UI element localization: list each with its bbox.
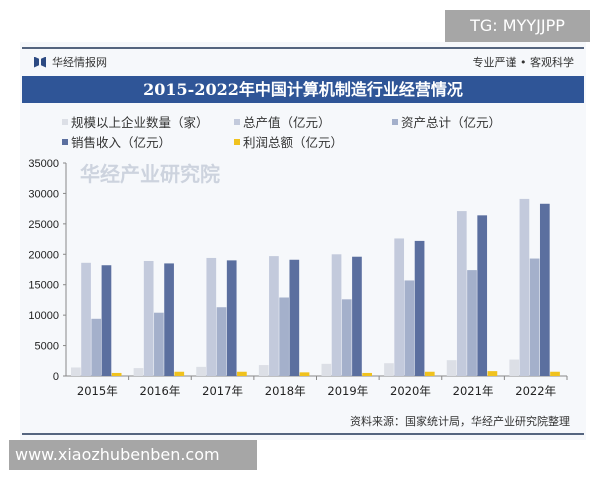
legend-item: 资产总计（亿元） [392, 112, 501, 131]
x-tick-label: 2016年 [140, 384, 181, 398]
bar [133, 368, 144, 376]
bar [394, 238, 405, 376]
bar [206, 257, 217, 376]
bar [384, 363, 394, 376]
legend-swatch [234, 138, 240, 145]
bar [101, 265, 112, 376]
bar [111, 372, 122, 376]
y-tick-label: 10000 [28, 310, 59, 322]
bar [279, 297, 289, 376]
bar [174, 371, 185, 376]
url-overlay: www.xiaozhubenben.com [9, 440, 257, 470]
bar [456, 211, 467, 376]
bar [71, 367, 81, 376]
bar [237, 371, 247, 376]
y-tick-label: 20000 [28, 249, 59, 261]
bar [519, 198, 530, 376]
x-tick-label: 2015年 [77, 384, 118, 398]
bar [550, 371, 560, 376]
bar [509, 359, 520, 376]
bar [154, 312, 164, 376]
bar [81, 262, 91, 376]
bar [299, 372, 310, 376]
bar [331, 254, 342, 376]
legend-swatch [392, 118, 398, 125]
bar [414, 240, 425, 376]
bar [341, 299, 352, 376]
legend-label: 规模以上企业数量（家） [71, 115, 209, 130]
x-tick-label: 2019年 [327, 384, 368, 398]
legend-swatch [62, 138, 68, 145]
legend-label: 总产值（亿元） [243, 115, 331, 130]
x-tick-label: 2020年 [390, 384, 431, 398]
x-tick-label: 2018年 [265, 384, 306, 398]
legend-swatch [62, 118, 68, 125]
legend-item: 总产值（亿元） [234, 112, 331, 131]
bar [487, 371, 498, 376]
y-tick-label: 5000 [35, 341, 59, 353]
bar [164, 263, 174, 376]
bar [196, 366, 206, 376]
bar [258, 365, 269, 376]
bar [352, 256, 362, 376]
bottom-divider [22, 433, 584, 435]
brand-name: 华经情报网 [52, 56, 107, 69]
legend-label: 销售收入（亿元） [71, 135, 172, 150]
bar [446, 360, 457, 376]
top-divider [22, 47, 584, 49]
x-tick-label: 2022年 [515, 384, 556, 398]
bar [424, 371, 435, 376]
bar [321, 363, 332, 376]
legend-label: 资产总计（亿元） [401, 115, 502, 130]
legend-swatch [234, 118, 240, 125]
y-tick-label: 35000 [28, 158, 59, 170]
bar [539, 203, 550, 376]
y-tick-label: 15000 [28, 280, 59, 292]
bar [91, 318, 102, 376]
y-tick-label: 0 [53, 371, 59, 383]
y-tick-label: 25000 [28, 219, 59, 231]
x-tick-label: 2017年 [202, 384, 243, 398]
bar [362, 372, 372, 376]
x-tick-label: 2021年 [453, 384, 494, 398]
source-note: 资料来源：国家统计局，华经产业研究院整理 [350, 415, 570, 428]
bar [226, 260, 237, 376]
legend-item: 销售收入（亿元） [62, 132, 171, 151]
bar [467, 270, 477, 376]
bar [269, 256, 279, 376]
bar [143, 260, 154, 376]
bar [477, 215, 488, 376]
slogan: 专业严谨 • 客观科学 [472, 56, 574, 69]
bar [216, 307, 227, 376]
bar [529, 258, 540, 376]
legend-label: 利润总额（亿元） [243, 135, 344, 150]
brand: 华经情报网 [34, 54, 107, 70]
watermark: 华经产业研究院 [80, 162, 220, 186]
legend-item: 利润总额（亿元） [234, 132, 343, 151]
y-tick-label: 30000 [28, 188, 59, 200]
legend-item: 规模以上企业数量（家） [62, 112, 209, 131]
chart-title: 2015-2022年中国计算机制造行业经营情况 [22, 76, 584, 103]
bar [404, 280, 415, 376]
bar [289, 259, 300, 376]
tg-overlay: TG: MYYJJPP [445, 10, 590, 42]
